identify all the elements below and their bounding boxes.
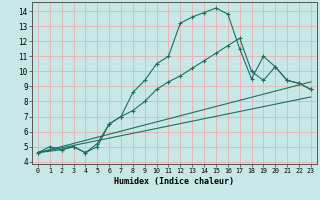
X-axis label: Humidex (Indice chaleur): Humidex (Indice chaleur) <box>115 177 234 186</box>
